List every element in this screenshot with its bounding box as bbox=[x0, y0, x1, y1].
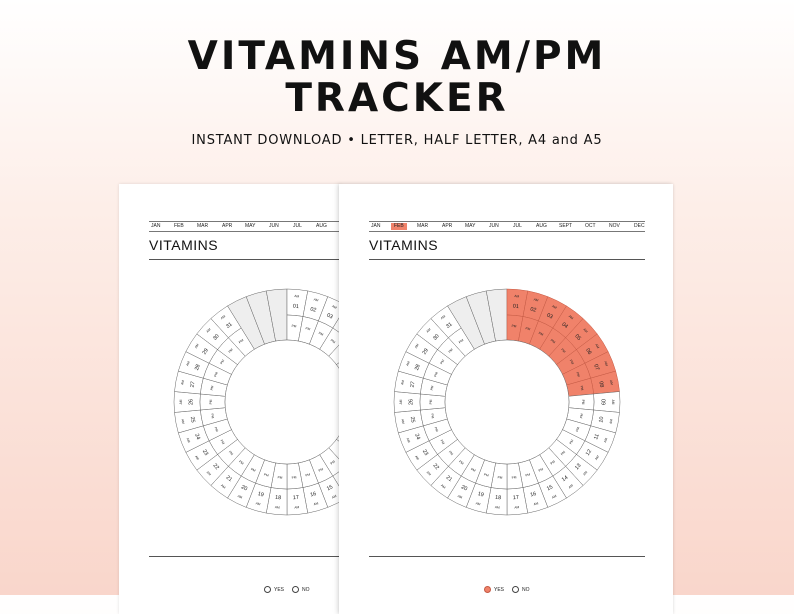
day-number: 27 bbox=[410, 381, 417, 388]
legend-yes-label: YES bbox=[494, 587, 504, 593]
month-aug[interactable]: AUG bbox=[316, 222, 327, 231]
pm-label: PM bbox=[497, 475, 502, 479]
month-jan[interactable]: JAN bbox=[151, 222, 160, 231]
day-number: 26 bbox=[188, 399, 194, 405]
day-number: 27 bbox=[190, 381, 197, 388]
am-label: AM bbox=[179, 399, 183, 404]
month-aug[interactable]: AUG bbox=[536, 222, 547, 231]
title-divider bbox=[369, 259, 645, 260]
legend: YES NO bbox=[484, 586, 538, 593]
month-dec[interactable]: DEC bbox=[634, 222, 645, 231]
no-dot-icon bbox=[512, 586, 519, 593]
day-number: 25 bbox=[409, 416, 416, 423]
day-number: 18 bbox=[275, 495, 282, 502]
month-jun[interactable]: JUN bbox=[489, 222, 499, 231]
am-label: AM bbox=[294, 505, 299, 509]
day-number: 17 bbox=[513, 495, 520, 502]
month-mar[interactable]: MAR bbox=[197, 222, 208, 231]
month-may[interactable]: MAY bbox=[245, 222, 255, 231]
pm-label: PM bbox=[209, 399, 213, 404]
am-label: AM bbox=[399, 399, 403, 404]
center-hole bbox=[445, 340, 569, 464]
legend-yes[interactable]: YES bbox=[264, 586, 284, 593]
title-line-2: TRACKER bbox=[285, 76, 508, 121]
legend-yes-label: YES bbox=[274, 587, 284, 593]
day-ring: AM01PMAM02PMAM03PMAM04PMAM05PMAM06PMAM07… bbox=[149, 264, 341, 540]
pm-label: PM bbox=[581, 400, 585, 405]
legend-no-label: NO bbox=[302, 587, 310, 593]
am-label: AM bbox=[611, 400, 615, 405]
month-sept[interactable]: SEPT bbox=[559, 222, 572, 231]
subtitle: INSTANT DOWNLOAD • LETTER, HALF LETTER, … bbox=[0, 133, 794, 148]
yes-dot-icon bbox=[484, 586, 491, 593]
pm-label: PM bbox=[511, 324, 516, 328]
month-strip: JAN FEB MAR APR MAY JUN JUL AUG SEPT OCT… bbox=[369, 221, 645, 232]
month-may[interactable]: MAY bbox=[465, 222, 475, 231]
pm-label: PM bbox=[429, 399, 433, 404]
title-line-1: VITAMINS AM/PM bbox=[188, 34, 607, 79]
day-number: 08 bbox=[597, 381, 604, 388]
day-number: 10 bbox=[598, 416, 605, 423]
center-hole bbox=[225, 340, 341, 464]
pm-label: PM bbox=[277, 475, 282, 479]
day-number: 25 bbox=[189, 416, 196, 423]
footer-divider bbox=[369, 556, 645, 557]
title-divider bbox=[149, 259, 341, 260]
month-apr[interactable]: APR bbox=[442, 222, 452, 231]
pm-label: PM bbox=[291, 324, 296, 328]
no-dot-icon bbox=[292, 586, 299, 593]
am-label: AM bbox=[514, 294, 519, 298]
tracker-page-left: JAN FEB MAR APR MAY JUN JUL AUG VITAMINS… bbox=[119, 184, 341, 614]
month-apr[interactable]: APR bbox=[222, 222, 232, 231]
am-label: AM bbox=[294, 294, 299, 298]
yes-dot-icon bbox=[264, 586, 271, 593]
am-label: AM bbox=[495, 505, 500, 509]
month-strip: JAN FEB MAR APR MAY JUN JUL AUG bbox=[149, 221, 341, 232]
tracker-page-right: JAN FEB MAR APR MAY JUN JUL AUG SEPT OCT… bbox=[339, 184, 673, 614]
am-label: AM bbox=[514, 505, 519, 509]
month-mar[interactable]: MAR bbox=[417, 222, 428, 231]
footer-divider bbox=[149, 556, 341, 557]
day-number: 01 bbox=[293, 304, 300, 311]
legend-no-label: NO bbox=[522, 587, 530, 593]
legend-no[interactable]: NO bbox=[292, 586, 310, 593]
pm-label: PM bbox=[291, 475, 296, 479]
legend-no[interactable]: NO bbox=[512, 586, 530, 593]
month-jul[interactable]: JUL bbox=[293, 222, 302, 231]
am-label: AM bbox=[275, 505, 280, 509]
legend-yes[interactable]: YES bbox=[484, 586, 504, 593]
month-jun[interactable]: JUN bbox=[269, 222, 279, 231]
page-heading: VITAMINS AM/PM TRACKER bbox=[0, 36, 794, 120]
page-title: VITAMINS bbox=[369, 237, 438, 253]
legend: YES NO bbox=[264, 586, 318, 593]
month-nov[interactable]: NOV bbox=[609, 222, 620, 231]
day-number: 01 bbox=[513, 304, 520, 311]
month-feb[interactable]: FEB bbox=[174, 222, 184, 231]
day-number: 26 bbox=[408, 399, 414, 405]
day-number: 17 bbox=[293, 495, 300, 502]
month-feb-active[interactable]: FEB bbox=[391, 223, 407, 230]
month-jul[interactable]: JUL bbox=[513, 222, 522, 231]
month-jan[interactable]: JAN bbox=[371, 222, 380, 231]
pm-label: PM bbox=[511, 475, 516, 479]
day-number: 18 bbox=[495, 495, 502, 502]
month-oct[interactable]: OCT bbox=[585, 222, 596, 231]
day-number: 09 bbox=[600, 399, 606, 405]
page-title: VITAMINS bbox=[149, 237, 218, 253]
